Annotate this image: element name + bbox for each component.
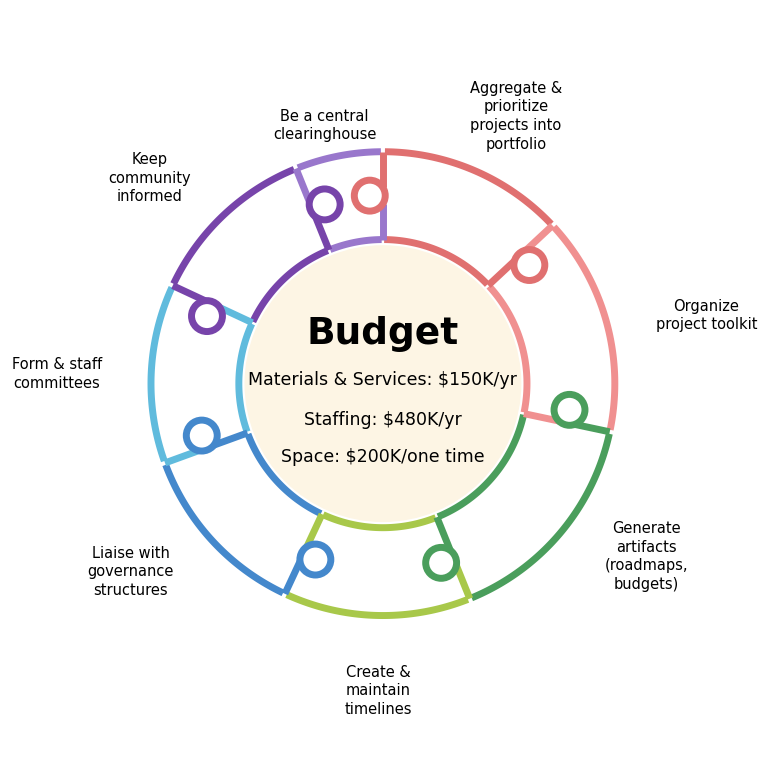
Text: Space: $200K/one time: Space: $200K/one time [281,448,485,467]
Wedge shape [166,434,321,593]
Wedge shape [173,169,328,322]
Text: Liaise with
governance
structures: Liaise with governance structures [88,546,174,598]
Text: Generate
artifacts
(roadmaps,
budgets): Generate artifacts (roadmaps, budgets) [604,521,688,592]
Wedge shape [298,152,382,249]
Circle shape [426,547,457,578]
Text: Organize
project toolkit: Organize project toolkit [656,299,757,333]
Text: Keep
community
informed: Keep community informed [109,152,191,204]
Circle shape [354,180,385,211]
Circle shape [244,245,521,522]
Text: Staffing: $480K/yr: Staffing: $480K/yr [304,411,462,429]
Wedge shape [438,415,609,598]
Wedge shape [489,227,614,430]
Text: Materials & Services: $150K/yr: Materials & Services: $150K/yr [249,371,517,389]
Circle shape [554,394,585,425]
Text: Create &
maintain
timelines: Create & maintain timelines [344,665,412,717]
Wedge shape [384,152,551,285]
Wedge shape [151,287,252,461]
Circle shape [186,420,217,451]
Circle shape [192,300,223,332]
Wedge shape [286,514,468,615]
Text: Form & staff
committees: Form & staff committees [12,357,102,390]
Circle shape [300,544,331,575]
Text: Budget: Budget [306,316,459,353]
Circle shape [310,189,340,220]
Circle shape [514,249,545,280]
Text: Be a central
clearinghouse: Be a central clearinghouse [273,109,377,142]
Text: Aggregate &
prioritize
projects into
portfolio: Aggregate & prioritize projects into por… [470,81,562,152]
